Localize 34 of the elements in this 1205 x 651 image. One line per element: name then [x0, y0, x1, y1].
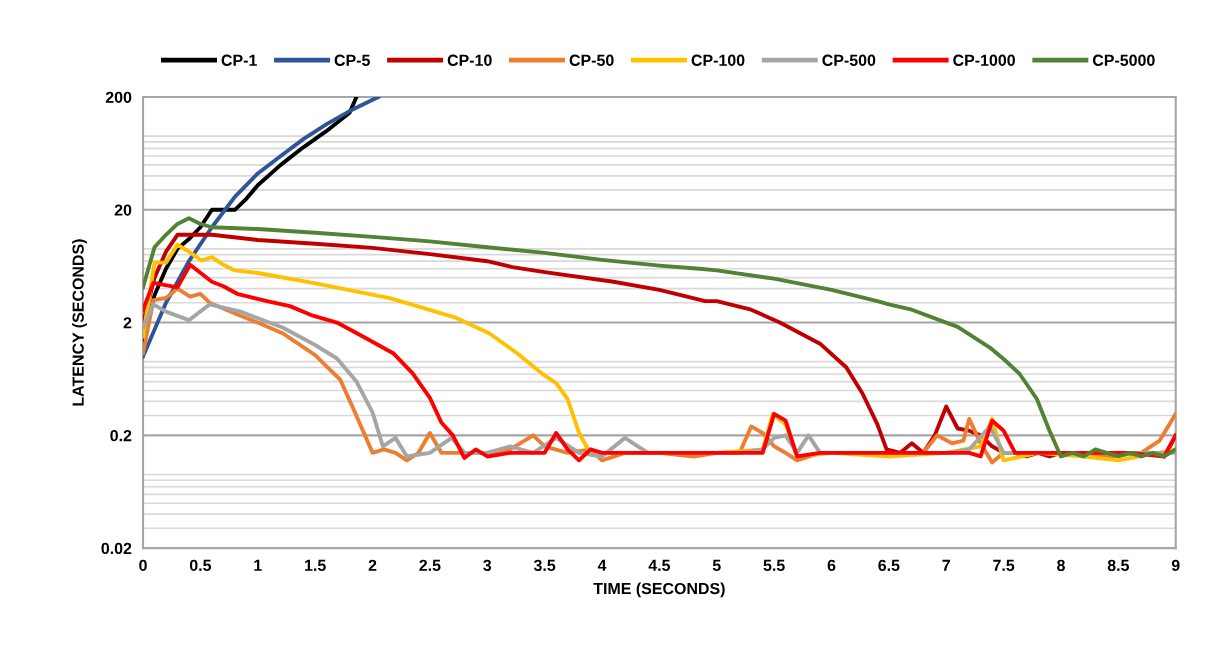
x-tick-label: 2 [368, 559, 377, 571]
legend-label: CP-1000 [953, 54, 1015, 66]
x-tick-label: 5 [712, 559, 721, 571]
x-tick-label: 4.5 [648, 559, 671, 571]
legend-label: CP-1 [221, 54, 257, 66]
x-tick-label: 1.5 [305, 559, 326, 571]
y-tick-label: 200 [105, 91, 132, 103]
legend-label: CP-50 [569, 54, 614, 66]
x-axis-title: TIME (SECONDS) [593, 582, 725, 598]
y-tick-label: 20 [114, 204, 132, 216]
x-tick-label: 1 [254, 559, 262, 571]
legend-label: CP-10 [447, 54, 492, 66]
legend-label: CP-5000 [1092, 54, 1155, 66]
x-tick-label: 6 [827, 559, 836, 571]
x-tick-label: 7.5 [993, 559, 1015, 571]
y-tick-label: 0.02 [101, 542, 132, 555]
x-tick-label: 0.5 [189, 559, 212, 571]
x-tick-label: 3 [483, 559, 492, 572]
x-tick-label: 8 [1057, 559, 1065, 571]
legend-label: CP-500 [822, 54, 876, 66]
x-tick-label: 0 [139, 559, 147, 571]
x-tick-label: 9 [1171, 559, 1180, 571]
y-tick-label: 0.2 [110, 429, 132, 442]
x-tick-label: 7 [942, 559, 950, 571]
x-tick-label: 5.5 [763, 559, 785, 571]
y-tick-label: 2 [123, 317, 132, 329]
x-tick-label: 4 [597, 559, 607, 571]
x-tick-label: 2.5 [419, 559, 441, 571]
legend-label: CP-100 [691, 54, 745, 66]
y-axis-title: LATENCY (SECONDS) [72, 239, 87, 406]
x-tick-label: 6.5 [878, 559, 900, 571]
x-tick-label: 8.5 [1107, 559, 1129, 571]
legend-label: CP-5 [334, 54, 370, 66]
x-tick-label: 3.5 [533, 559, 556, 572]
